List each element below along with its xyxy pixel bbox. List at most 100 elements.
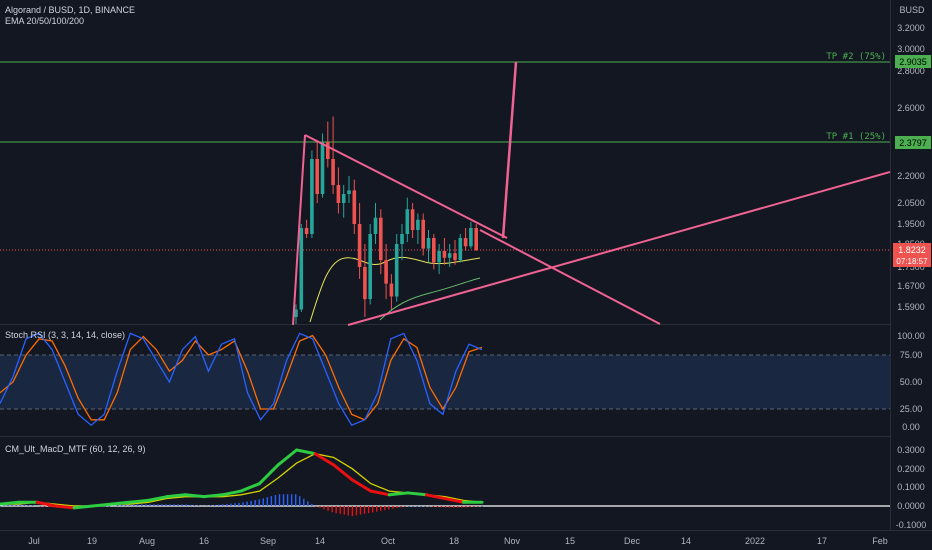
macd-line-segment bbox=[443, 497, 465, 504]
macd-line-segment bbox=[239, 482, 262, 493]
macd-hist-bar bbox=[404, 506, 406, 507]
macd-hist-bar bbox=[213, 505, 216, 506]
macd-hist-bar bbox=[165, 504, 167, 506]
macd-tick: 0.1000 bbox=[897, 482, 925, 492]
triangle-lower-trendline[interactable] bbox=[347, 171, 891, 326]
macd-hist-bar bbox=[465, 506, 467, 508]
macd-hist-bar bbox=[359, 506, 362, 515]
macd-hist-bar bbox=[137, 504, 139, 506]
stoch-tick: 50.00 bbox=[900, 377, 923, 387]
stoch-rsi-pane[interactable]: Stoch RSI (3, 3, 14, 14, close) 100.00 75… bbox=[0, 330, 925, 432]
macd-hist-bar bbox=[258, 499, 260, 506]
tp1-price-tag bbox=[895, 136, 931, 149]
macd-hist-bar bbox=[0, 506, 1, 507]
candle-body bbox=[299, 228, 304, 310]
candle-body bbox=[357, 224, 362, 267]
macd-hist-bar bbox=[343, 506, 345, 515]
candle-body bbox=[320, 142, 325, 194]
candle-body bbox=[442, 250, 447, 258]
macd-hist-bar bbox=[149, 504, 151, 506]
macd-hist-bar bbox=[161, 504, 163, 506]
macd-hist-bar bbox=[448, 506, 451, 508]
stoch-legend[interactable]: Stoch RSI (3, 3, 14, 14, close) bbox=[5, 330, 125, 340]
price-tick: 2.0500 bbox=[897, 198, 925, 208]
time-tick: Sep bbox=[260, 536, 276, 546]
macd-hist-bar bbox=[181, 504, 183, 506]
macd-tick: 0.3000 bbox=[897, 445, 925, 455]
macd-hist-bar bbox=[266, 497, 269, 506]
time-tick: 14 bbox=[681, 536, 691, 546]
macd-tick: 0.2000 bbox=[897, 464, 925, 474]
macd-hist-bar bbox=[282, 494, 285, 506]
time-tick: 18 bbox=[449, 536, 459, 546]
candle-body bbox=[453, 253, 457, 261]
macd-hist-bar bbox=[246, 501, 248, 506]
macd-hist-bar bbox=[242, 502, 244, 506]
macd-hist-bar bbox=[339, 506, 341, 514]
macd-hist-bar bbox=[388, 506, 390, 510]
candle-body bbox=[384, 260, 388, 284]
stoch-tick: 25.00 bbox=[900, 404, 923, 414]
macd-hist-bar bbox=[436, 506, 439, 508]
macd-line-segment bbox=[350, 478, 373, 493]
macd-hist-bar bbox=[234, 503, 236, 506]
macd-hist-bar bbox=[104, 506, 107, 507]
macd-hist-bar bbox=[116, 505, 119, 506]
candle-body bbox=[463, 238, 468, 247]
macd-hist-bar bbox=[307, 501, 309, 506]
macd-hist-bar bbox=[380, 506, 382, 511]
price-pane[interactable]: TP #2 (75%) TP #1 (25%) bbox=[0, 52, 891, 326]
macd-hist-bar bbox=[153, 504, 155, 506]
macd-hist-bar bbox=[47, 506, 50, 508]
candle-body bbox=[421, 219, 425, 249]
macd-hist-bar bbox=[363, 506, 366, 514]
macd-hist-bar bbox=[432, 506, 435, 507]
macd-legend[interactable]: CM_Ult_MacD_MTF (60, 12, 26, 9) bbox=[5, 444, 146, 454]
macd-hist-bar bbox=[412, 506, 414, 507]
price-tick: 1.6700 bbox=[897, 281, 925, 291]
price-tick: 2.6000 bbox=[897, 103, 925, 113]
price-tick: 2.8000 bbox=[897, 66, 925, 76]
tp2-label: TP #2 (75%) bbox=[826, 52, 886, 62]
ema-50-line bbox=[379, 277, 481, 321]
current-price-value: 1.8232 bbox=[898, 245, 926, 255]
time-tick: 2022 bbox=[745, 536, 765, 546]
macd-pane[interactable]: CM_Ult_MacD_MTF (60, 12, 26, 9) 0.3000 0.… bbox=[0, 444, 926, 530]
macd-hist-bar bbox=[331, 506, 333, 513]
candle-body bbox=[379, 217, 383, 261]
price-axis[interactable]: BUSD 3.2000 3.0000 2.8000 2.6000 2.2000 2.050… bbox=[893, 5, 931, 312]
macd-hist-bar bbox=[286, 494, 289, 506]
macd-hist-bar bbox=[400, 506, 402, 508]
candle-body bbox=[432, 238, 436, 263]
currency-label: BUSD bbox=[899, 5, 925, 15]
macd-hist-bar bbox=[15, 504, 17, 506]
macd-hist-bar bbox=[177, 504, 179, 506]
current-price-tag bbox=[893, 243, 931, 267]
macd-line-segment bbox=[165, 493, 187, 499]
ema-legend[interactable]: EMA 20/50/100/200 bbox=[5, 16, 84, 26]
macd-ticks: 0.3000 0.2000 0.1000 0.0000 -0.1000 bbox=[896, 445, 927, 530]
macd-hist-bar bbox=[481, 506, 483, 507]
macd-hist-bar bbox=[420, 506, 422, 507]
macd-hist-bar bbox=[193, 505, 196, 506]
triangle-extension-line[interactable] bbox=[479, 229, 661, 325]
breakout-projection-line[interactable] bbox=[501, 61, 518, 239]
macd-hist-bar bbox=[43, 506, 46, 507]
macd-hist-bar bbox=[392, 506, 394, 509]
macd-line-segment bbox=[202, 493, 224, 499]
stoch-ticks: 100.00 75.00 50.00 25.00 0.00 bbox=[897, 331, 925, 432]
macd-hist-bar bbox=[367, 506, 370, 514]
candle-body bbox=[336, 185, 341, 203]
tp1-label: TP #1 (25%) bbox=[826, 132, 886, 142]
pole-line[interactable] bbox=[292, 134, 306, 326]
macd-hist-bar bbox=[23, 504, 26, 506]
macd-hist-bar bbox=[444, 506, 447, 508]
triangle-upper-trendline[interactable] bbox=[304, 134, 508, 239]
macd-hist-bar bbox=[108, 506, 111, 507]
symbol-title[interactable]: Algorand / BUSD, 1D, BINANCE bbox=[5, 5, 135, 15]
macd-line-segment bbox=[276, 448, 299, 467]
macd-hist-bar bbox=[128, 504, 131, 506]
price-tick: 1.5900 bbox=[897, 302, 925, 312]
time-axis[interactable]: Jul 19 Aug 16 Sep 14 Oct 18 Nov 15 Dec 14 2022 17 Feb bbox=[28, 536, 888, 546]
